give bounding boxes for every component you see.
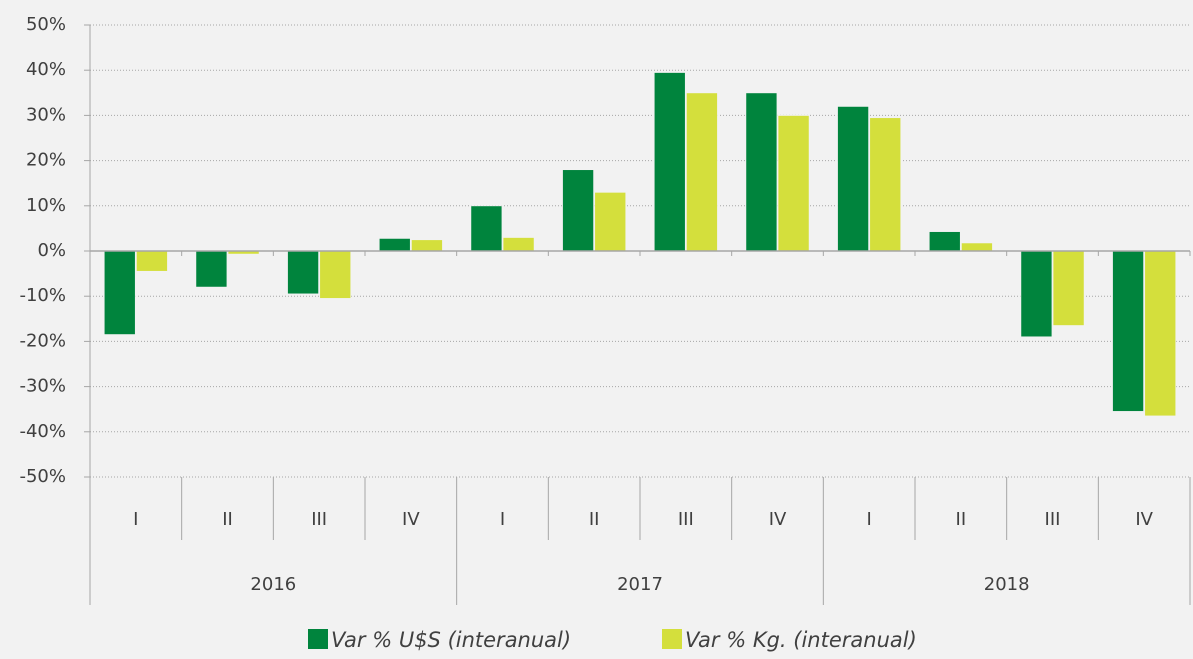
x-tick-label: IV (402, 509, 420, 530)
y-tick-label: -40% (19, 421, 66, 442)
y-tick-label: -10% (19, 285, 66, 306)
legend-swatch (662, 629, 682, 649)
y-tick-label: 10% (26, 195, 66, 216)
y-tick-label: 40% (26, 59, 66, 80)
group-label: 2018 (984, 574, 1030, 595)
group-label: 2017 (617, 574, 663, 595)
x-tick-label: I (867, 509, 872, 530)
bar (1144, 250, 1177, 417)
bar (319, 250, 352, 299)
x-tick-label: IV (769, 509, 787, 530)
y-tick-label: 20% (26, 150, 66, 171)
bar (135, 250, 168, 272)
bar (378, 237, 411, 252)
x-tick-label: III (678, 509, 694, 530)
bar (928, 231, 961, 252)
bar (685, 92, 718, 252)
y-tick-label: 0% (37, 240, 66, 261)
y-tick-label: -50% (19, 466, 66, 487)
legend-label: Var % U$S (interanual) (331, 628, 571, 652)
bar (470, 205, 503, 252)
x-tick-label: II (956, 509, 967, 530)
bar (410, 239, 443, 252)
bar (502, 237, 535, 252)
x-tick-label: IV (1135, 509, 1153, 530)
x-tick-label: II (589, 509, 600, 530)
y-tick-label: -30% (19, 376, 66, 397)
x-tick-label: III (1045, 509, 1061, 530)
bar (195, 250, 228, 288)
bar (1052, 250, 1085, 326)
bar (103, 250, 136, 336)
bar (1112, 250, 1145, 412)
bar (287, 250, 320, 295)
bar (837, 105, 870, 252)
x-tick-label: III (311, 509, 327, 530)
bar (745, 92, 778, 252)
bar (1020, 250, 1053, 338)
bar (777, 115, 810, 252)
bar (960, 242, 993, 252)
y-tick-label: 30% (26, 104, 66, 125)
x-tick-label: I (500, 509, 505, 530)
bar (562, 169, 595, 252)
bar (594, 191, 627, 252)
y-tick-label: 50% (26, 14, 66, 35)
x-tick-label: II (222, 509, 233, 530)
bar (869, 117, 902, 252)
bar (653, 72, 686, 252)
group-label: 2016 (250, 574, 296, 595)
y-tick-label: -20% (19, 330, 66, 351)
x-tick-label: I (133, 509, 138, 530)
legend-label: Var % Kg. (interanual) (685, 628, 917, 652)
legend-swatch (308, 629, 328, 649)
